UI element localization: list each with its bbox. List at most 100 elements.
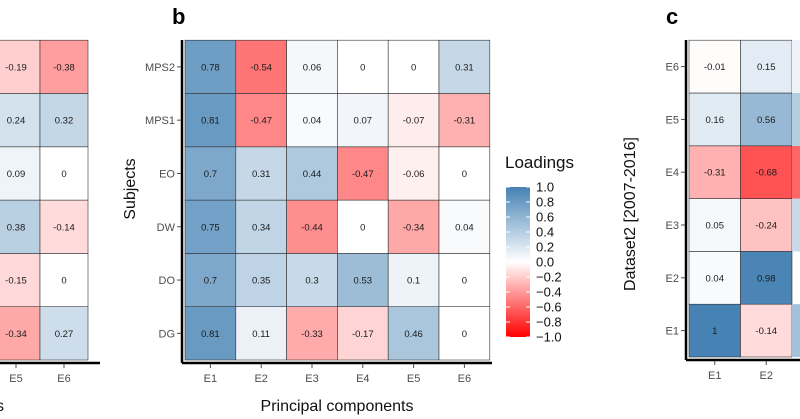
cell-label-e4-e2: -0.68 <box>755 168 777 179</box>
heatmap-cell-dg-e2 <box>235 306 287 361</box>
panel-letter-b: b <box>172 4 185 29</box>
cell-label-eo-e6: 0 <box>462 169 467 180</box>
heatmap-cell-mps1-e6 <box>438 93 491 148</box>
cell-label-e1-e1: 1 <box>712 326 717 337</box>
heatmap-cell-dw-e4 <box>337 199 389 254</box>
y-tick-label-do: DO <box>159 275 176 287</box>
legend-tick-label: −1.0 <box>536 330 562 345</box>
cell-label-eo-e4: -0.47 <box>352 169 374 180</box>
cell-label-eo-e6: 0 <box>61 169 66 180</box>
cell-label-mps2-e5: 0 <box>411 62 416 73</box>
legend-tick-label: −0.2 <box>536 270 562 285</box>
legend-tick-label: 1.0 <box>536 180 554 195</box>
cell-label-e4-e1: -0.31 <box>704 168 726 179</box>
y-tick-label-e1: E1 <box>666 326 679 338</box>
cell-label-mps2-e3: 0.06 <box>303 62 322 73</box>
x-tick-label-e5: E5 <box>407 373 420 385</box>
cell-label-dw-e5: -0.34 <box>403 222 425 233</box>
heatmap-cell-mps2-e2 <box>235 39 287 94</box>
cell-label-dg-e4: -0.17 <box>352 329 374 340</box>
cell-label-mps2-e5: -0.19 <box>5 62 27 73</box>
legend-tick-label: −0.8 <box>536 315 562 330</box>
legend-tick-label: 0.0 <box>536 255 554 270</box>
heatmap-cell-e2-e2 <box>740 251 793 305</box>
heatmap-cell-dw-e3 <box>286 199 338 254</box>
cell-label-mps1-e2: -0.47 <box>250 116 272 127</box>
cell-label-dw-e6: 0.04 <box>455 222 474 233</box>
y-tick-label-e5: E5 <box>666 114 679 126</box>
x-tick-label-e1: E1 <box>204 373 217 385</box>
legend-tick-label: −0.4 <box>536 285 562 300</box>
legend-tick-label: 0.4 <box>536 225 554 240</box>
heatmap-cell-mps2-e3 <box>286 39 338 94</box>
heatmap-cell-e6-e2 <box>740 39 793 94</box>
x-tick-label-e5: E5 <box>9 373 22 385</box>
heatmap-cell-eo-e2 <box>235 146 287 201</box>
heatmap-cell-e4-e2 <box>740 145 793 199</box>
heatmap-cell-dw-e5 <box>387 199 440 254</box>
cell-label-e6-e2: 0.15 <box>757 62 776 73</box>
heatmap-cell-dg-e5 <box>387 306 440 361</box>
cell-label-do-e3: 0.3 <box>305 276 318 287</box>
x-axis-title-b: Principal components <box>261 398 414 415</box>
heatmap-edge-cell-4 <box>792 93 800 146</box>
cell-label-dg-e6: 0 <box>462 329 467 340</box>
y-tick-label-e6: E6 <box>666 62 679 74</box>
heatmap-cell-dg-e1 <box>184 306 237 361</box>
x-tick-label-e4: E4 <box>356 373 369 385</box>
cell-label-dw-e1: 0.75 <box>201 222 220 233</box>
legend-tick-label: 0.8 <box>536 195 554 210</box>
heatmap-cell-e5-e2 <box>740 92 793 147</box>
y-tick-label-e3: E3 <box>666 220 679 232</box>
heatmap-cell-dg-e6 <box>39 306 89 361</box>
panel-c: 1 -0.14 0.04 0.98 0.05 -0.24 -0.31 -0.68 0.16 0.5… <box>666 39 800 382</box>
heatmap-edge-cell-2 <box>792 198 800 252</box>
heatmap-cell-dw-e2 <box>235 199 287 254</box>
x-tick-label-e3: E3 <box>305 373 318 385</box>
x-tick-label-e6: E6 <box>458 373 471 385</box>
cell-label-mps2-e1: 0.78 <box>201 62 220 73</box>
heatmap-edge-cell-5 <box>792 40 800 93</box>
y-tick-label-e4: E4 <box>666 167 679 179</box>
heatmap-cell-mps1-e6 <box>39 93 89 148</box>
cell-label-dg-e1: 0.81 <box>201 329 220 340</box>
cell-label-do-e6: 0 <box>462 276 467 287</box>
cell-label-dw-e3: -0.44 <box>301 222 323 233</box>
cell-label-mps1-e3: 0.04 <box>303 116 322 127</box>
cell-label-dw-e4: 0 <box>360 222 365 233</box>
heatmap-cell-e1-e1 <box>688 303 741 358</box>
heatmap-edge-cell-0 <box>792 304 800 357</box>
legend-title: Loadings <box>505 153 574 172</box>
heatmap-edge-cell-3 <box>792 145 800 199</box>
cell-label-mps1-e1: 0.81 <box>201 116 220 127</box>
cell-label-do-e6: 0 <box>61 276 66 287</box>
cell-label-dw-e2: 0.34 <box>252 222 271 233</box>
cell-label-do-e5: -0.15 <box>5 276 27 287</box>
cell-label-eo-e2: 0.31 <box>252 169 271 180</box>
heatmap-cell-eo-e5 <box>387 146 440 201</box>
cell-label-do-e5: 0.1 <box>407 276 420 287</box>
cell-label-eo-e1: 0.7 <box>204 169 217 180</box>
heatmap-cell-do-e5 <box>0 253 41 307</box>
cell-label-do-e4: 0.53 <box>354 276 373 287</box>
cell-label-eo-e5: -0.06 <box>403 169 425 180</box>
legend-tick-label: −0.6 <box>536 300 562 315</box>
heatmap-cell-eo-e6 <box>39 146 89 201</box>
cell-label-mps2-e6: -0.38 <box>53 62 75 73</box>
heatmap-cell-eo-e5 <box>0 146 41 201</box>
cell-label-e3-e1: 0.05 <box>706 221 725 232</box>
panel-letter-c: c <box>666 4 678 29</box>
heatmap-cell-mps1-e2 <box>235 93 287 148</box>
heatmap-cell-e3-e2 <box>740 198 793 252</box>
heatmap-cell-do-e4 <box>337 253 389 307</box>
x-tick-label-e2: E2 <box>254 373 267 385</box>
heatmap-cell-do-e3 <box>286 253 338 307</box>
heatmap-cell-mps2-e5 <box>387 39 440 94</box>
cell-label-dg-e6: 0.27 <box>55 329 74 340</box>
y-tick-label-dg: DG <box>159 328 176 340</box>
heatmap-cell-dw-e1 <box>184 199 237 254</box>
cell-label-mps1-e6: -0.31 <box>454 116 476 127</box>
cell-label-e2-e2: 0.98 <box>757 273 776 284</box>
cell-label-dg-e3: -0.33 <box>301 329 323 340</box>
cell-label-dw-e6: -0.14 <box>53 222 75 233</box>
